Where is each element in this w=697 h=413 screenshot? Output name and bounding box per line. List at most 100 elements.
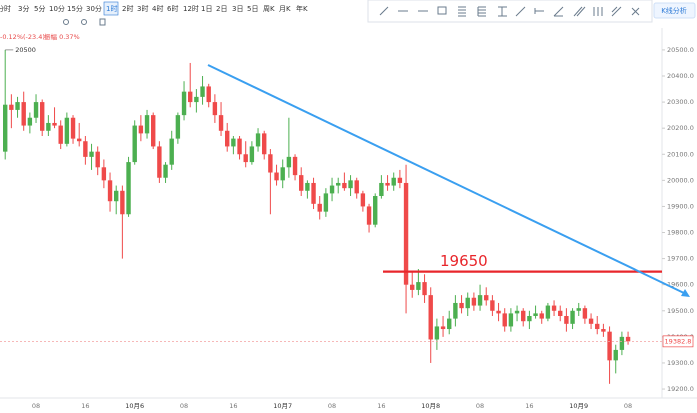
candle-body: [255, 133, 261, 147]
tool-line[interactable]: [379, 6, 389, 16]
candle-body: [83, 141, 88, 157]
candle-body: [379, 182, 384, 196]
y-tick-label: 19900.0: [667, 202, 694, 210]
analysis-button[interactable]: [653, 2, 696, 19]
candle-body: [496, 310, 501, 314]
interval-button[interactable]: 15分: [67, 4, 83, 13]
icon-settings[interactable]: [81, 19, 87, 25]
candle-body: [588, 318, 594, 324]
candle-body: [144, 115, 150, 134]
candle-body: [33, 102, 39, 118]
candle-body: [416, 282, 421, 290]
tool-angle[interactable]: [553, 6, 564, 17]
icon-delete[interactable]: [99, 18, 106, 26]
candle-body: [64, 117, 70, 144]
candle-body: [58, 125, 63, 144]
interval-button[interactable]: 4时: [152, 4, 163, 13]
candle-body: [305, 182, 310, 191]
candle-body: [336, 182, 341, 186]
interval-button[interactable]: 6时: [167, 4, 178, 13]
chart-icons: [63, 18, 106, 26]
candle-body: [95, 151, 100, 168]
x-tick-label: 16: [377, 402, 385, 410]
candle-body: [311, 182, 316, 204]
candle-body: [348, 180, 353, 189]
candle-body: [317, 203, 322, 212]
selected-interval[interactable]: [103, 1, 119, 16]
candle-body: [231, 138, 236, 147]
candle-body: [391, 177, 396, 186]
interval-button[interactable]: 10分: [49, 4, 65, 13]
candle-body: [514, 310, 520, 314]
interval-button[interactable]: 2日: [216, 5, 227, 13]
candle-body: [354, 180, 359, 194]
candle-body: [484, 295, 489, 301]
x-tick-label: 08: [328, 402, 336, 410]
y-tick-label: 20200.0: [667, 124, 694, 132]
candle-body: [422, 282, 427, 296]
interval-button[interactable]: 30分: [86, 4, 102, 13]
trend-line-stroke: [207, 64, 687, 295]
x-tick-label: 08: [476, 402, 484, 410]
candle-body: [619, 336, 625, 350]
candle-body: [77, 138, 82, 142]
interval-button[interactable]: 月K: [279, 5, 291, 13]
y-tick-label: 19300.0: [667, 359, 694, 367]
candle-body: [403, 182, 409, 285]
candle-body: [157, 146, 162, 178]
interval-button[interactable]: 3日: [232, 5, 243, 13]
candle-body: [114, 190, 119, 202]
interval-button[interactable]: 5日: [247, 5, 258, 13]
candle-body: [459, 302, 464, 309]
tool-rect[interactable]: [437, 6, 447, 15]
x-tick-label: 08: [180, 402, 188, 410]
candle-body: [46, 122, 51, 131]
y-tick-label: 19700.0: [667, 255, 694, 263]
tool-price[interactable]: [534, 8, 544, 14]
interval-button[interactable]: 2时: [122, 4, 133, 13]
tool-fib[interactable]: [458, 6, 466, 17]
x-tick-label: 16: [525, 402, 533, 410]
interval-button[interactable]: 1时: [106, 4, 117, 13]
tool-pitchfork[interactable]: [611, 6, 622, 17]
candle-body: [163, 164, 168, 178]
interval-button[interactable]: 1日: [201, 5, 212, 13]
y-tick-label: 19200.0: [667, 385, 694, 393]
candle-body: [218, 115, 224, 131]
candle-body: [299, 175, 304, 191]
max-marker-label: 20500: [15, 46, 36, 54]
candle-body: [323, 193, 329, 212]
tool-levels[interactable]: [477, 6, 486, 17]
candle-body: [89, 151, 94, 157]
y-tick-label: 20000.0: [667, 176, 694, 184]
candle-body: [52, 122, 57, 126]
interval-button[interactable]: 3时: [137, 4, 148, 13]
candle-body: [126, 162, 131, 215]
tool-clear[interactable]: [631, 7, 640, 16]
y-tick-label: 19600.0: [667, 281, 694, 289]
tool-trend[interactable]: [515, 6, 526, 17]
y-tick-label: 20500.0: [667, 46, 694, 54]
interval-button[interactable]: 5分: [34, 4, 45, 13]
interval-button[interactable]: 12时: [183, 4, 199, 13]
candle-body: [490, 300, 495, 311]
candle-body: [237, 138, 242, 155]
tool-vlines[interactable]: [593, 7, 603, 16]
candle-body: [570, 310, 575, 324]
interval-button[interactable]: 分时: [0, 4, 11, 13]
x-tick-label: 16: [229, 402, 237, 410]
x-tick-label: 10月9: [569, 402, 588, 410]
y-tick-label: 20100.0: [667, 150, 694, 158]
drawing-tools: [367, 0, 653, 23]
candle-body: [539, 313, 544, 319]
candle-body: [27, 117, 33, 126]
analysis-button-label[interactable]: K线分析: [661, 6, 687, 15]
tool-parallel[interactable]: [573, 6, 586, 17]
candle-body: [508, 313, 514, 327]
candle-body: [132, 125, 137, 163]
interval-button[interactable]: 周K: [263, 5, 275, 13]
interval-button[interactable]: 年K: [296, 4, 308, 13]
interval-button[interactable]: 3分: [18, 4, 29, 13]
tool-channel[interactable]: [498, 6, 507, 17]
icon-eye[interactable]: [63, 19, 69, 25]
